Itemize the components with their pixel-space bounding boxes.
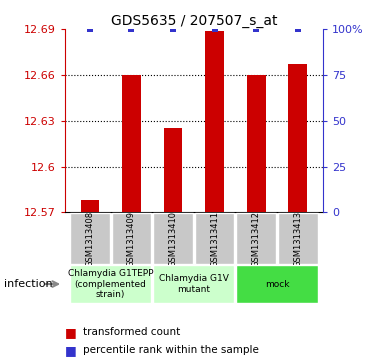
Text: percentile rank within the sample: percentile rank within the sample [83, 345, 259, 355]
Text: infection: infection [4, 279, 52, 289]
Bar [278, 213, 318, 265]
Bar [289, 64, 307, 212]
Bar [70, 213, 110, 265]
Bar [81, 200, 99, 212]
Text: ■: ■ [65, 326, 77, 339]
Text: GSM1313410: GSM1313410 [168, 211, 178, 267]
Bar [164, 129, 183, 212]
Text: GSM1313412: GSM1313412 [252, 211, 261, 267]
Text: GSM1313408: GSM1313408 [85, 211, 94, 267]
Bar [195, 213, 234, 265]
Bar [70, 265, 151, 303]
Bar [153, 265, 234, 303]
Text: Chlamydia G1V
mutant: Chlamydia G1V mutant [159, 274, 229, 294]
Bar [112, 213, 151, 265]
Bar [205, 30, 224, 212]
Bar [153, 213, 193, 265]
Text: Chlamydia G1TEPP
(complemented
strain): Chlamydia G1TEPP (complemented strain) [68, 269, 154, 299]
Bar [122, 75, 141, 212]
Bar [236, 213, 276, 265]
Title: GDS5635 / 207507_s_at: GDS5635 / 207507_s_at [111, 14, 277, 28]
Text: GSM1313413: GSM1313413 [293, 211, 302, 267]
Text: mock: mock [265, 280, 289, 289]
Text: GSM1313409: GSM1313409 [127, 211, 136, 267]
Text: transformed count: transformed count [83, 327, 181, 337]
Bar [247, 75, 266, 212]
Bar [236, 265, 318, 303]
Text: ■: ■ [65, 344, 77, 357]
Text: GSM1313411: GSM1313411 [210, 211, 219, 267]
